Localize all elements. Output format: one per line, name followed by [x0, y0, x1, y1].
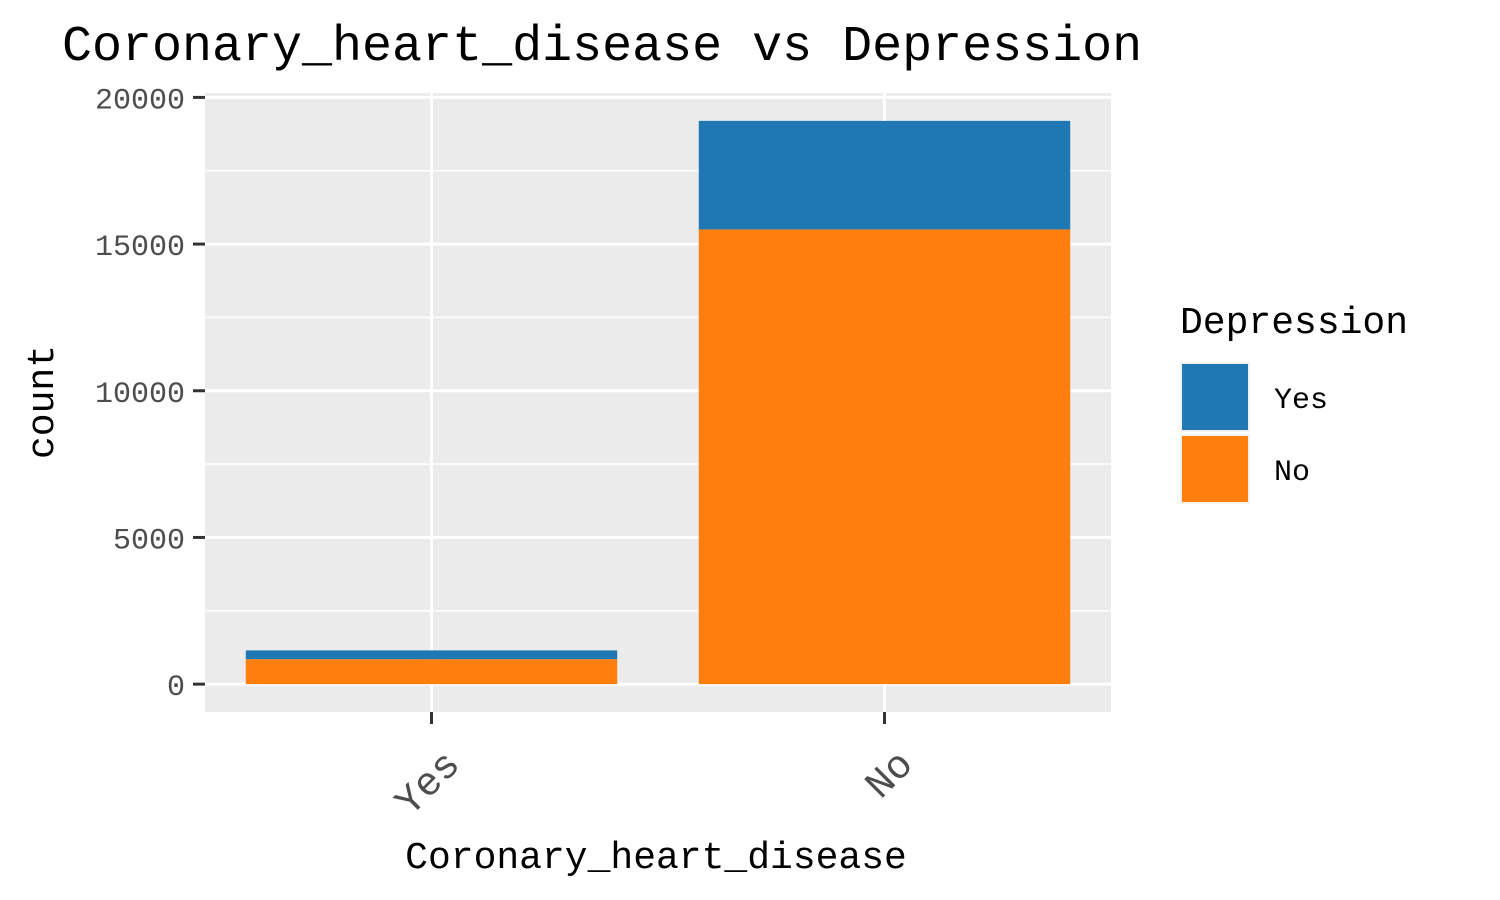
y-axis-title: count	[22, 345, 65, 459]
legend-label-yes: Yes	[1274, 384, 1328, 418]
bar-no-depression-yes	[698, 120, 1071, 230]
legend-swatch-yes	[1182, 364, 1248, 430]
bar-yes-depression-no	[245, 659, 618, 685]
legend: Depression Yes No	[1180, 302, 1408, 504]
y-tick-label: 15000	[95, 231, 185, 265]
y-tick-label: 5000	[113, 524, 185, 558]
y-tick-label: 20000	[95, 84, 185, 118]
legend-swatch-no	[1182, 436, 1248, 502]
x-tick-label-yes: Yes	[388, 743, 471, 826]
legend-title: Depression	[1180, 302, 1408, 345]
legend-label-no: No	[1274, 456, 1310, 490]
bar-yes-depression-yes	[245, 650, 618, 660]
x-axis: Yes No	[388, 712, 924, 826]
x-axis-title: Coronary_heart_disease	[405, 837, 907, 880]
chart-title: Coronary_heart_disease vs Depression	[62, 19, 1142, 76]
bars	[245, 120, 1071, 685]
y-tick-label: 0	[167, 671, 185, 705]
y-tick-label: 10000	[95, 378, 185, 412]
x-tick-label-no: No	[858, 743, 924, 809]
y-axis: 0 5000 10000 15000 20000	[95, 84, 205, 705]
bar-no-depression-no	[698, 229, 1071, 685]
